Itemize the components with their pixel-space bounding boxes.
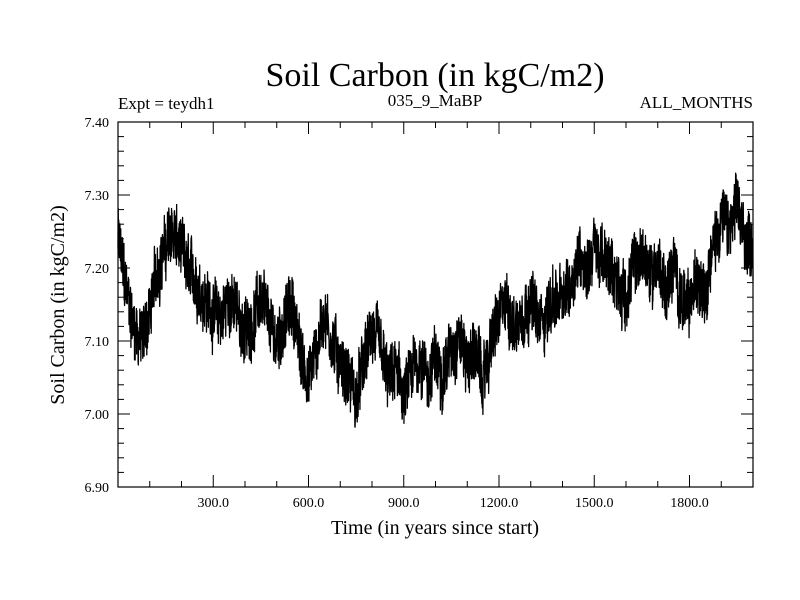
plot-data-layer xyxy=(117,172,754,428)
months-caption: ALL_MONTHS xyxy=(640,93,753,112)
x-tick-label: 1200.0 xyxy=(480,496,519,511)
y-tick-label: 7.40 xyxy=(85,116,110,131)
x-tick-label: 900.0 xyxy=(388,496,420,511)
period-caption: 035_9_MaBP xyxy=(388,91,482,110)
x-axis-label: Time (in years since start) xyxy=(331,517,539,539)
y-tick-label: 7.20 xyxy=(85,262,110,277)
y-axis-label: Soil Carbon (in kgC/m2) xyxy=(47,205,69,404)
experiment-caption: Expt = teydh1 xyxy=(118,94,214,113)
axis-ticks-layer: 300.0 600.0 900.0 1200.0 1500.0 1800.0 6.90 7.0… xyxy=(85,116,753,511)
chart-title: Soil Carbon (in kgC/m2) xyxy=(265,57,604,94)
x-tick-label: 300.0 xyxy=(198,496,230,511)
y-tick-label: 6.90 xyxy=(85,481,110,496)
y-tick-label: 7.00 xyxy=(85,408,110,423)
x-tick-label: 1500.0 xyxy=(575,496,614,511)
data-series-line xyxy=(117,172,754,428)
y-tick-label: 7.30 xyxy=(85,189,110,204)
y-tick-label: 7.10 xyxy=(85,335,110,350)
x-tick-label: 600.0 xyxy=(293,496,325,511)
plot-frame xyxy=(117,121,754,488)
x-tick-label: 1800.0 xyxy=(670,496,709,511)
